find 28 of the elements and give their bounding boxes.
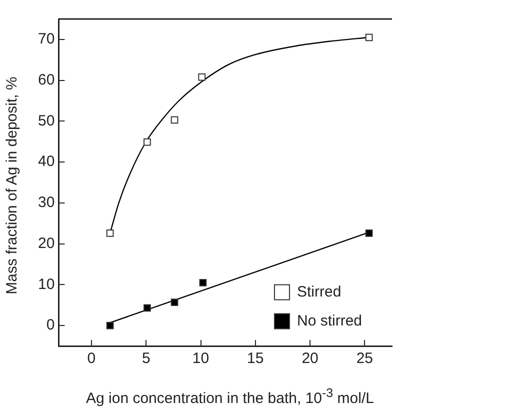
point: [144, 304, 151, 312]
legend-label: No stirred: [296, 312, 362, 330]
point: [106, 230, 114, 237]
x-tick-label: 10: [192, 350, 210, 368]
point: [170, 298, 178, 306]
point: [199, 278, 207, 286]
y-tick-label: 40: [38, 153, 55, 170]
y-tick-label: 50: [38, 112, 55, 130]
y-tick-label: 10: [38, 276, 55, 293]
y-tick-label: 60: [38, 71, 55, 88]
x-axis-title: Ag ion concentration in the bath, 10$^{-3}$ mol/L: [85, 386, 375, 407]
legend-label: Stirred: [296, 283, 342, 300]
x-tick-label: 5: [142, 350, 150, 368]
y-tick-label: 0: [46, 316, 55, 334]
point: [365, 230, 373, 237]
x-tick-label: 0: [87, 350, 96, 368]
x-tick-label: 20: [302, 350, 318, 368]
x-tick-label: 15: [247, 350, 264, 368]
point: [198, 73, 206, 81]
point: [144, 138, 151, 146]
x-tick-label: 25: [356, 350, 374, 368]
y-tick-label: 70: [38, 30, 55, 48]
y-tick-label: 30: [38, 194, 55, 212]
point: [170, 116, 178, 124]
y-axis-title: Mass fraction of Ag in deposit, %: [4, 76, 20, 294]
y-tick-label: 20: [38, 234, 55, 252]
point: [365, 34, 373, 42]
point: [106, 322, 114, 330]
